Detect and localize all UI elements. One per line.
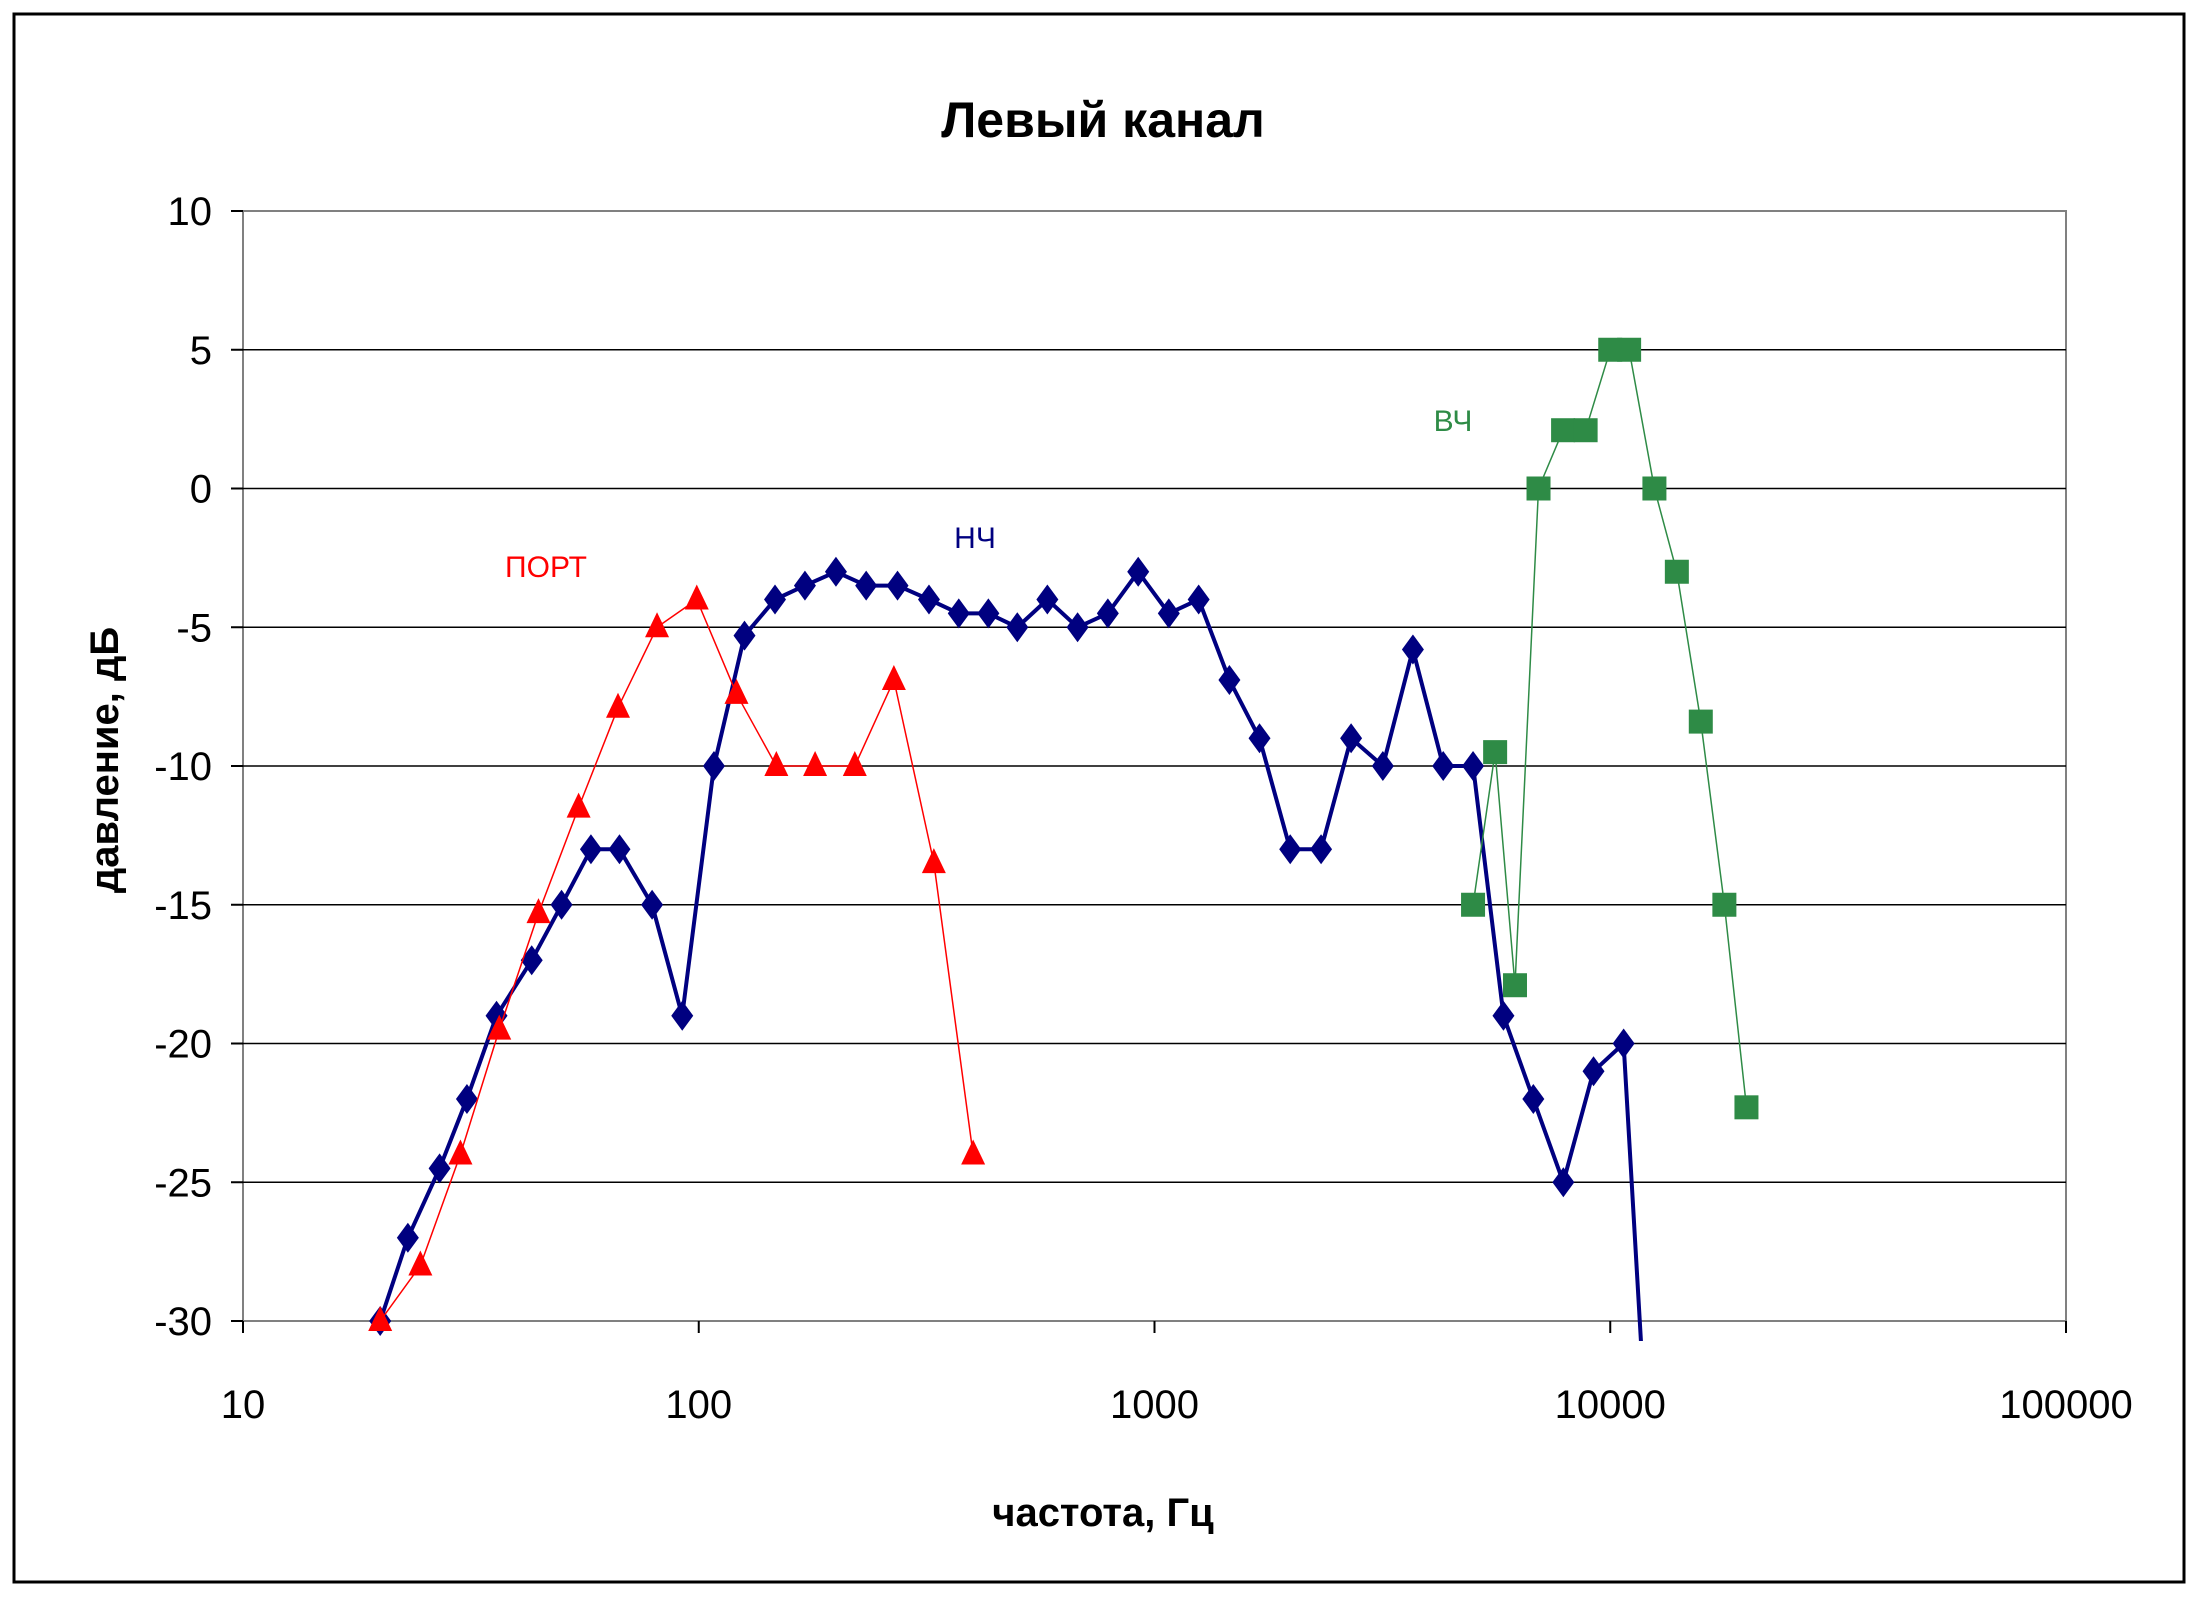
data-point — [977, 598, 1000, 629]
data-point — [684, 584, 709, 610]
y-axis-ticks: 10 5 0 -5 -10 -15 -20 -25 -30 — [154, 190, 243, 1344]
x-tick-label: 100000 — [1999, 1383, 2132, 1427]
data-point — [1248, 723, 1271, 754]
data-point — [1617, 337, 1642, 362]
data-point — [1483, 740, 1508, 765]
y-tick-label: -15 — [154, 884, 212, 928]
data-point — [881, 664, 906, 690]
data-point — [408, 1250, 433, 1276]
data-point — [641, 889, 664, 920]
data-point — [448, 1139, 473, 1165]
x-tick-label: 100 — [665, 1383, 732, 1427]
data-point — [1573, 418, 1598, 443]
port-series-line — [379, 598, 974, 1322]
y-tick-label: 0 — [190, 468, 212, 512]
gridlines — [243, 349, 2066, 1183]
data-point — [1187, 584, 1210, 615]
data-point — [550, 889, 573, 920]
chart-title: Левый канал — [941, 92, 1265, 148]
x-tick-label: 1000 — [1110, 1383, 1199, 1427]
data-point — [1551, 418, 1576, 443]
data-point — [608, 834, 631, 865]
data-point — [455, 1084, 478, 1114]
data-point — [886, 570, 909, 601]
data-point — [1279, 834, 1302, 865]
data-point — [1006, 612, 1029, 643]
data-point — [606, 692, 631, 718]
data-point — [1664, 559, 1689, 584]
y-tick-label: -5 — [176, 606, 212, 650]
data-point — [1036, 584, 1059, 615]
data-point — [1688, 709, 1713, 734]
data-point — [368, 1306, 393, 1331]
port-series — [368, 584, 986, 1331]
data-point — [579, 834, 602, 865]
data-point — [1340, 723, 1363, 754]
data-point — [1310, 834, 1333, 865]
data-point — [1461, 892, 1486, 917]
data-point — [1096, 598, 1119, 629]
data-point — [1712, 892, 1737, 917]
data-point — [487, 1014, 512, 1040]
x-axis-ticks: 10 100 1000 10000 100000 — [221, 1321, 2133, 1427]
data-point — [671, 1000, 694, 1031]
data-point — [855, 570, 878, 601]
y-tick-label: -20 — [154, 1023, 212, 1067]
data-point — [842, 751, 867, 776]
data-point — [917, 584, 940, 615]
data-point — [764, 751, 789, 776]
y-tick-label: 5 — [190, 329, 212, 373]
data-point — [1157, 598, 1180, 629]
data-point — [724, 678, 749, 704]
data-point — [947, 598, 970, 629]
data-point — [1401, 634, 1424, 665]
series-layer — [368, 337, 1759, 1341]
data-point — [396, 1222, 419, 1253]
data-point — [1218, 664, 1241, 695]
data-point — [803, 751, 828, 776]
x-tick-label: 10 — [221, 1383, 266, 1427]
data-point — [1526, 476, 1551, 501]
data-point — [1552, 1167, 1575, 1198]
data-point — [1734, 1095, 1759, 1120]
data-point — [733, 620, 756, 651]
y-tick-label: -25 — [154, 1161, 212, 1205]
data-point — [1127, 556, 1150, 587]
y-tick-label: 10 — [168, 190, 213, 234]
data-point — [921, 848, 946, 874]
data-point — [428, 1153, 451, 1184]
data-point — [1371, 751, 1394, 781]
data-point — [526, 898, 551, 924]
data-point — [1522, 1084, 1545, 1114]
data-point — [702, 751, 725, 781]
series-label-hf: ВЧ — [1434, 405, 1473, 438]
data-point — [1492, 1000, 1515, 1031]
data-point — [764, 584, 787, 615]
data-point — [1582, 1056, 1605, 1087]
series-label-port: ПОРТ — [505, 551, 587, 584]
data-point — [1432, 751, 1455, 781]
data-point — [961, 1139, 986, 1165]
data-point — [1502, 973, 1527, 998]
y-axis-label: давление, дБ — [83, 627, 127, 893]
data-point — [1642, 476, 1667, 501]
data-point — [1066, 612, 1089, 643]
data-point — [824, 556, 847, 587]
x-axis-label: частота, Гц — [992, 1491, 1214, 1535]
data-point — [520, 945, 543, 976]
hf-series — [1461, 337, 1759, 1120]
x-tick-label: 10000 — [1555, 1383, 1666, 1427]
data-point — [1462, 751, 1485, 781]
series-label-lf: НЧ — [954, 522, 996, 555]
y-tick-label: -10 — [154, 745, 212, 789]
lf-series — [369, 556, 1643, 1341]
data-point — [645, 612, 670, 638]
data-point — [1612, 1028, 1635, 1059]
data-point — [793, 570, 816, 601]
y-tick-label: -30 — [154, 1300, 212, 1344]
data-point — [566, 792, 591, 818]
